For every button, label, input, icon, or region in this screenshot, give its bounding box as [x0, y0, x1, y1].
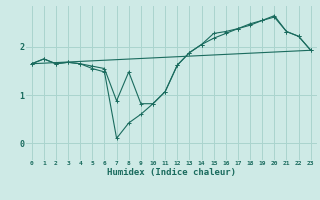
X-axis label: Humidex (Indice chaleur): Humidex (Indice chaleur): [107, 168, 236, 177]
